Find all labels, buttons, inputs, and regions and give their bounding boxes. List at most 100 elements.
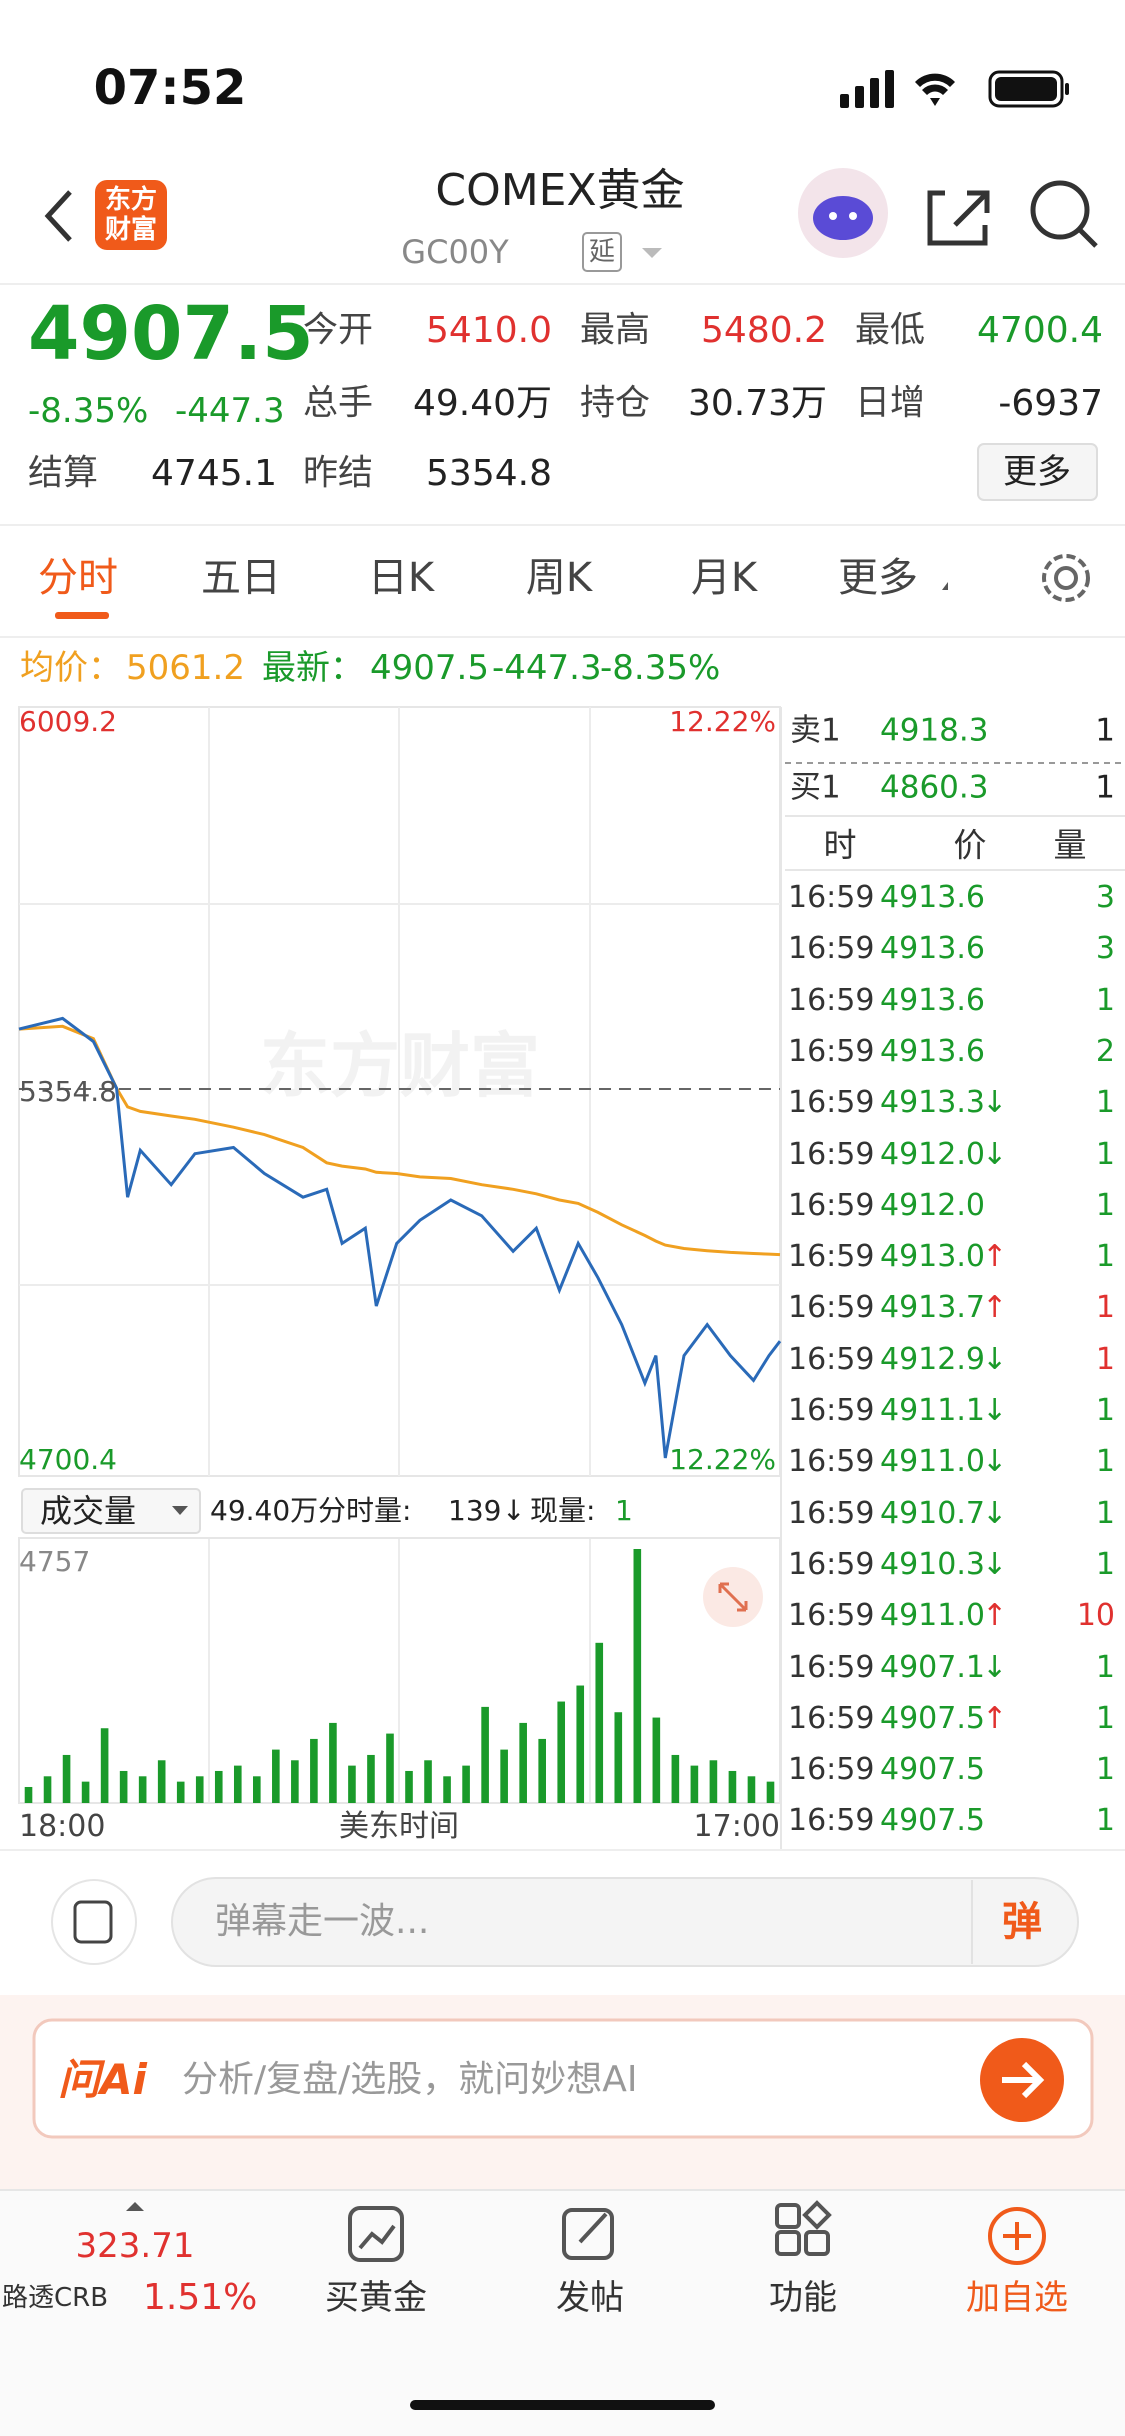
price-line — [18, 1016, 782, 1459]
volume-bar — [253, 1776, 261, 1803]
volume-bar — [519, 1722, 527, 1803]
volume-bar — [214, 1770, 223, 1803]
trade-qty: 1 — [1095, 1752, 1115, 1788]
trade-price: 4913.6 — [880, 931, 985, 967]
tab-indicator — [55, 612, 109, 619]
x-axis-label: 17:00 — [693, 1809, 780, 1844]
logo-text: 东方 — [104, 185, 158, 215]
delay-tag: 延 — [588, 237, 616, 267]
trade-qty: 1 — [1095, 1700, 1115, 1736]
trade-price: 4913.0 — [880, 1239, 985, 1275]
trade-qty: 1 — [1095, 1546, 1115, 1582]
trade-time: 16:59 — [788, 1033, 875, 1069]
more-button[interactable] — [977, 443, 1098, 501]
logo-text: 财富 — [104, 215, 158, 245]
trade-qty: 1 — [1095, 1085, 1115, 1121]
trade-time: 16:59 — [788, 1598, 875, 1634]
nav-item[interactable]: 加自选 — [966, 2278, 1068, 2318]
grid — [19, 707, 780, 1803]
nav-item[interactable]: 发帖 — [556, 2278, 624, 2318]
avg-line — [18, 1024, 781, 1257]
book-price: 4918.3 — [880, 712, 989, 749]
field-value: 4745.1 — [151, 453, 277, 494]
trade-price: 4911.0 — [880, 1444, 985, 1480]
volume-bar — [614, 1712, 623, 1803]
volume-bar — [348, 1765, 356, 1803]
volume-bar — [195, 1776, 204, 1803]
field-label: 最低 — [855, 310, 926, 351]
trade-time: 16:59 — [788, 1136, 875, 1172]
trade-time: 16:59 — [788, 1341, 875, 1377]
settings-button[interactable] — [1042, 554, 1090, 602]
dropdown[interactable] — [642, 248, 662, 258]
danmaku-button[interactable]: 弹 — [1002, 1899, 1042, 1945]
volume-selector[interactable] — [21, 1488, 201, 1534]
field-label: 总手 — [303, 383, 374, 424]
tab[interactable]: 更多 — [838, 555, 918, 601]
volume-bar — [652, 1717, 661, 1803]
book-label: 买1 — [790, 769, 841, 806]
trade-price: 4913.3 — [880, 1085, 985, 1121]
trade-price: 4907.5 — [880, 1752, 985, 1788]
trade-time: 16:59 — [788, 982, 875, 1018]
back-button[interactable] — [44, 190, 72, 242]
x-axis-label: 18:00 — [19, 1809, 106, 1844]
trade-qty: 3 — [1095, 931, 1115, 967]
volume-bar — [405, 1770, 413, 1803]
volume-bar — [671, 1754, 680, 1803]
comment-input[interactable] — [171, 1877, 1079, 1967]
volume-bar — [709, 1760, 718, 1803]
trade-direction: ↓ — [982, 1341, 1008, 1377]
y-max-label: 6009.2 — [19, 705, 117, 738]
field-label: 最高 — [580, 310, 651, 351]
trade-direction: ↓ — [982, 1085, 1008, 1121]
field-value: 30.73万 — [687, 383, 827, 424]
trades-header: 价 — [953, 825, 987, 865]
tab[interactable]: 分时 — [38, 555, 118, 601]
volume-bar — [500, 1749, 508, 1803]
tab[interactable]: 五日 — [201, 555, 281, 601]
summary-avg: 5061.2 — [126, 648, 245, 688]
x-axis-label: 美东时间 — [339, 1809, 459, 1844]
tab[interactable]: 日K — [367, 555, 435, 601]
ticker-name: 路透CRB — [2, 2283, 109, 2313]
trade-price: 4913.6 — [880, 982, 985, 1018]
volume-bar — [538, 1738, 546, 1803]
nav-item[interactable]: 买黄金 — [325, 2278, 427, 2318]
nav-item[interactable]: 功能 — [769, 2278, 837, 2318]
search-button[interactable] — [1030, 180, 1098, 248]
volume-bar — [443, 1776, 451, 1803]
summary-avg-label: 均价： — [20, 648, 122, 688]
trade-time: 16:59 — [788, 931, 875, 967]
trade-price: 4907.5 — [880, 1700, 985, 1736]
volume-selector-label[interactable]: 成交量 — [40, 1492, 137, 1530]
trade-price: 4913.6 — [880, 880, 985, 915]
trade-time: 16:59 — [788, 1239, 875, 1275]
trade-direction: ↓ — [982, 1649, 1008, 1685]
trade-time: 16:59 — [788, 1752, 875, 1788]
trade-price: 4912.0 — [880, 1136, 985, 1172]
more-button-label[interactable]: 更多 — [1003, 452, 1071, 492]
volume-bar — [576, 1685, 585, 1803]
tab[interactable]: 周K — [525, 555, 593, 601]
summary-change-pct: -8.35% — [600, 648, 721, 688]
book-qty: 1 — [1095, 769, 1115, 806]
volume-bar — [24, 1786, 33, 1803]
share-button[interactable] — [927, 190, 990, 246]
ai-input[interactable] — [32, 2018, 1094, 2139]
pct-min-label: 12.22% — [669, 1443, 776, 1476]
trade-direction: ↓ — [982, 1546, 1008, 1582]
field-value: 5480.2 — [701, 310, 827, 351]
volume-bar — [462, 1765, 470, 1803]
volume-bar — [386, 1733, 394, 1803]
page-title: COMEX黄金 — [435, 165, 685, 216]
danmaku-settings[interactable] — [51, 1879, 137, 1965]
field-label: 今开 — [303, 310, 374, 351]
tab[interactable]: 月K — [690, 555, 758, 601]
volume-max-label: 4757 — [19, 1545, 91, 1578]
trade-time: 16:59 — [788, 880, 875, 915]
volume-bar — [157, 1760, 166, 1803]
volume-total: 49.40万 — [210, 1494, 319, 1527]
pct-max-label: 12.22% — [669, 705, 776, 738]
